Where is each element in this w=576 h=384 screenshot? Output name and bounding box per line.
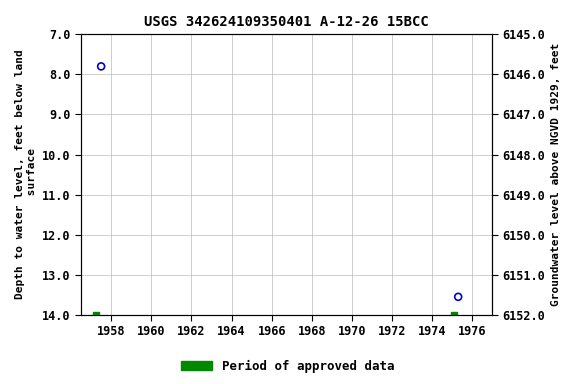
Point: [449, 312, 458, 318]
Legend: Period of approved data: Period of approved data: [176, 355, 400, 378]
Point: [453, 294, 463, 300]
Y-axis label: Depth to water level, feet below land
 surface: Depth to water level, feet below land su…: [15, 50, 37, 300]
Y-axis label: Groundwater level above NGVD 1929, feet: Groundwater level above NGVD 1929, feet: [551, 43, 561, 306]
Point: [92, 312, 101, 318]
Title: USGS 342624109350401 A-12-26 15BCC: USGS 342624109350401 A-12-26 15BCC: [145, 15, 429, 29]
Point: [97, 63, 106, 70]
